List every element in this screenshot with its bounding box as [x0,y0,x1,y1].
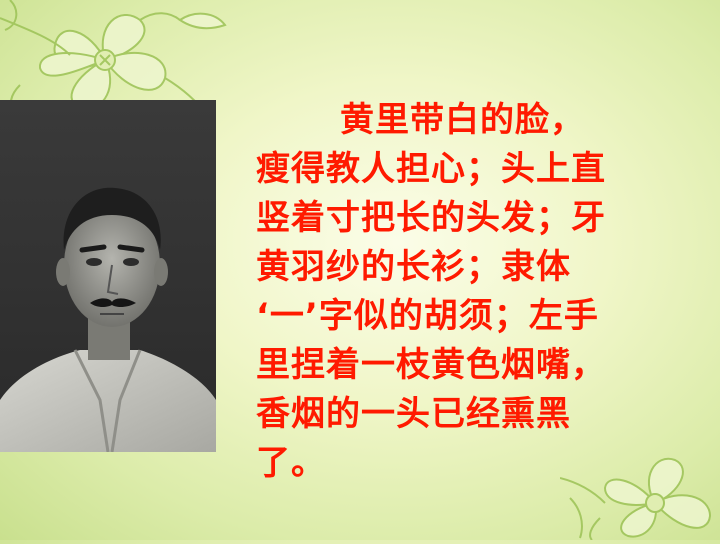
passage-line-8: 了。 [256,443,326,483]
passage-line-2: 瘦得教人担心；头上直 [256,149,606,189]
passage-line-5: ‘一’字似的胡须；左手 [256,296,599,336]
passage-line-3: 竖着寸把长的头发；牙 [256,198,606,238]
flower-decoration-bottom-right-icon [559,448,720,541]
flower-decoration-top-left-icon [0,0,230,120]
portrait-photo [0,100,216,452]
passage-line-1: 黄里带白的脸， [340,100,585,140]
portrait-photo-icon [0,100,216,452]
passage-line-7: 香烟的一头已经熏黑 [256,394,571,434]
passage-text: 黄里带白的脸， 瘦得教人担心；头上直 竖着寸把长的头发；牙 黄羽纱的长衫；隶体 … [256,96,666,488]
passage-line-4: 黄羽纱的长衫；隶体 [256,247,571,287]
passage-line-6: 里捏着一枝黄色烟嘴， [256,345,606,385]
